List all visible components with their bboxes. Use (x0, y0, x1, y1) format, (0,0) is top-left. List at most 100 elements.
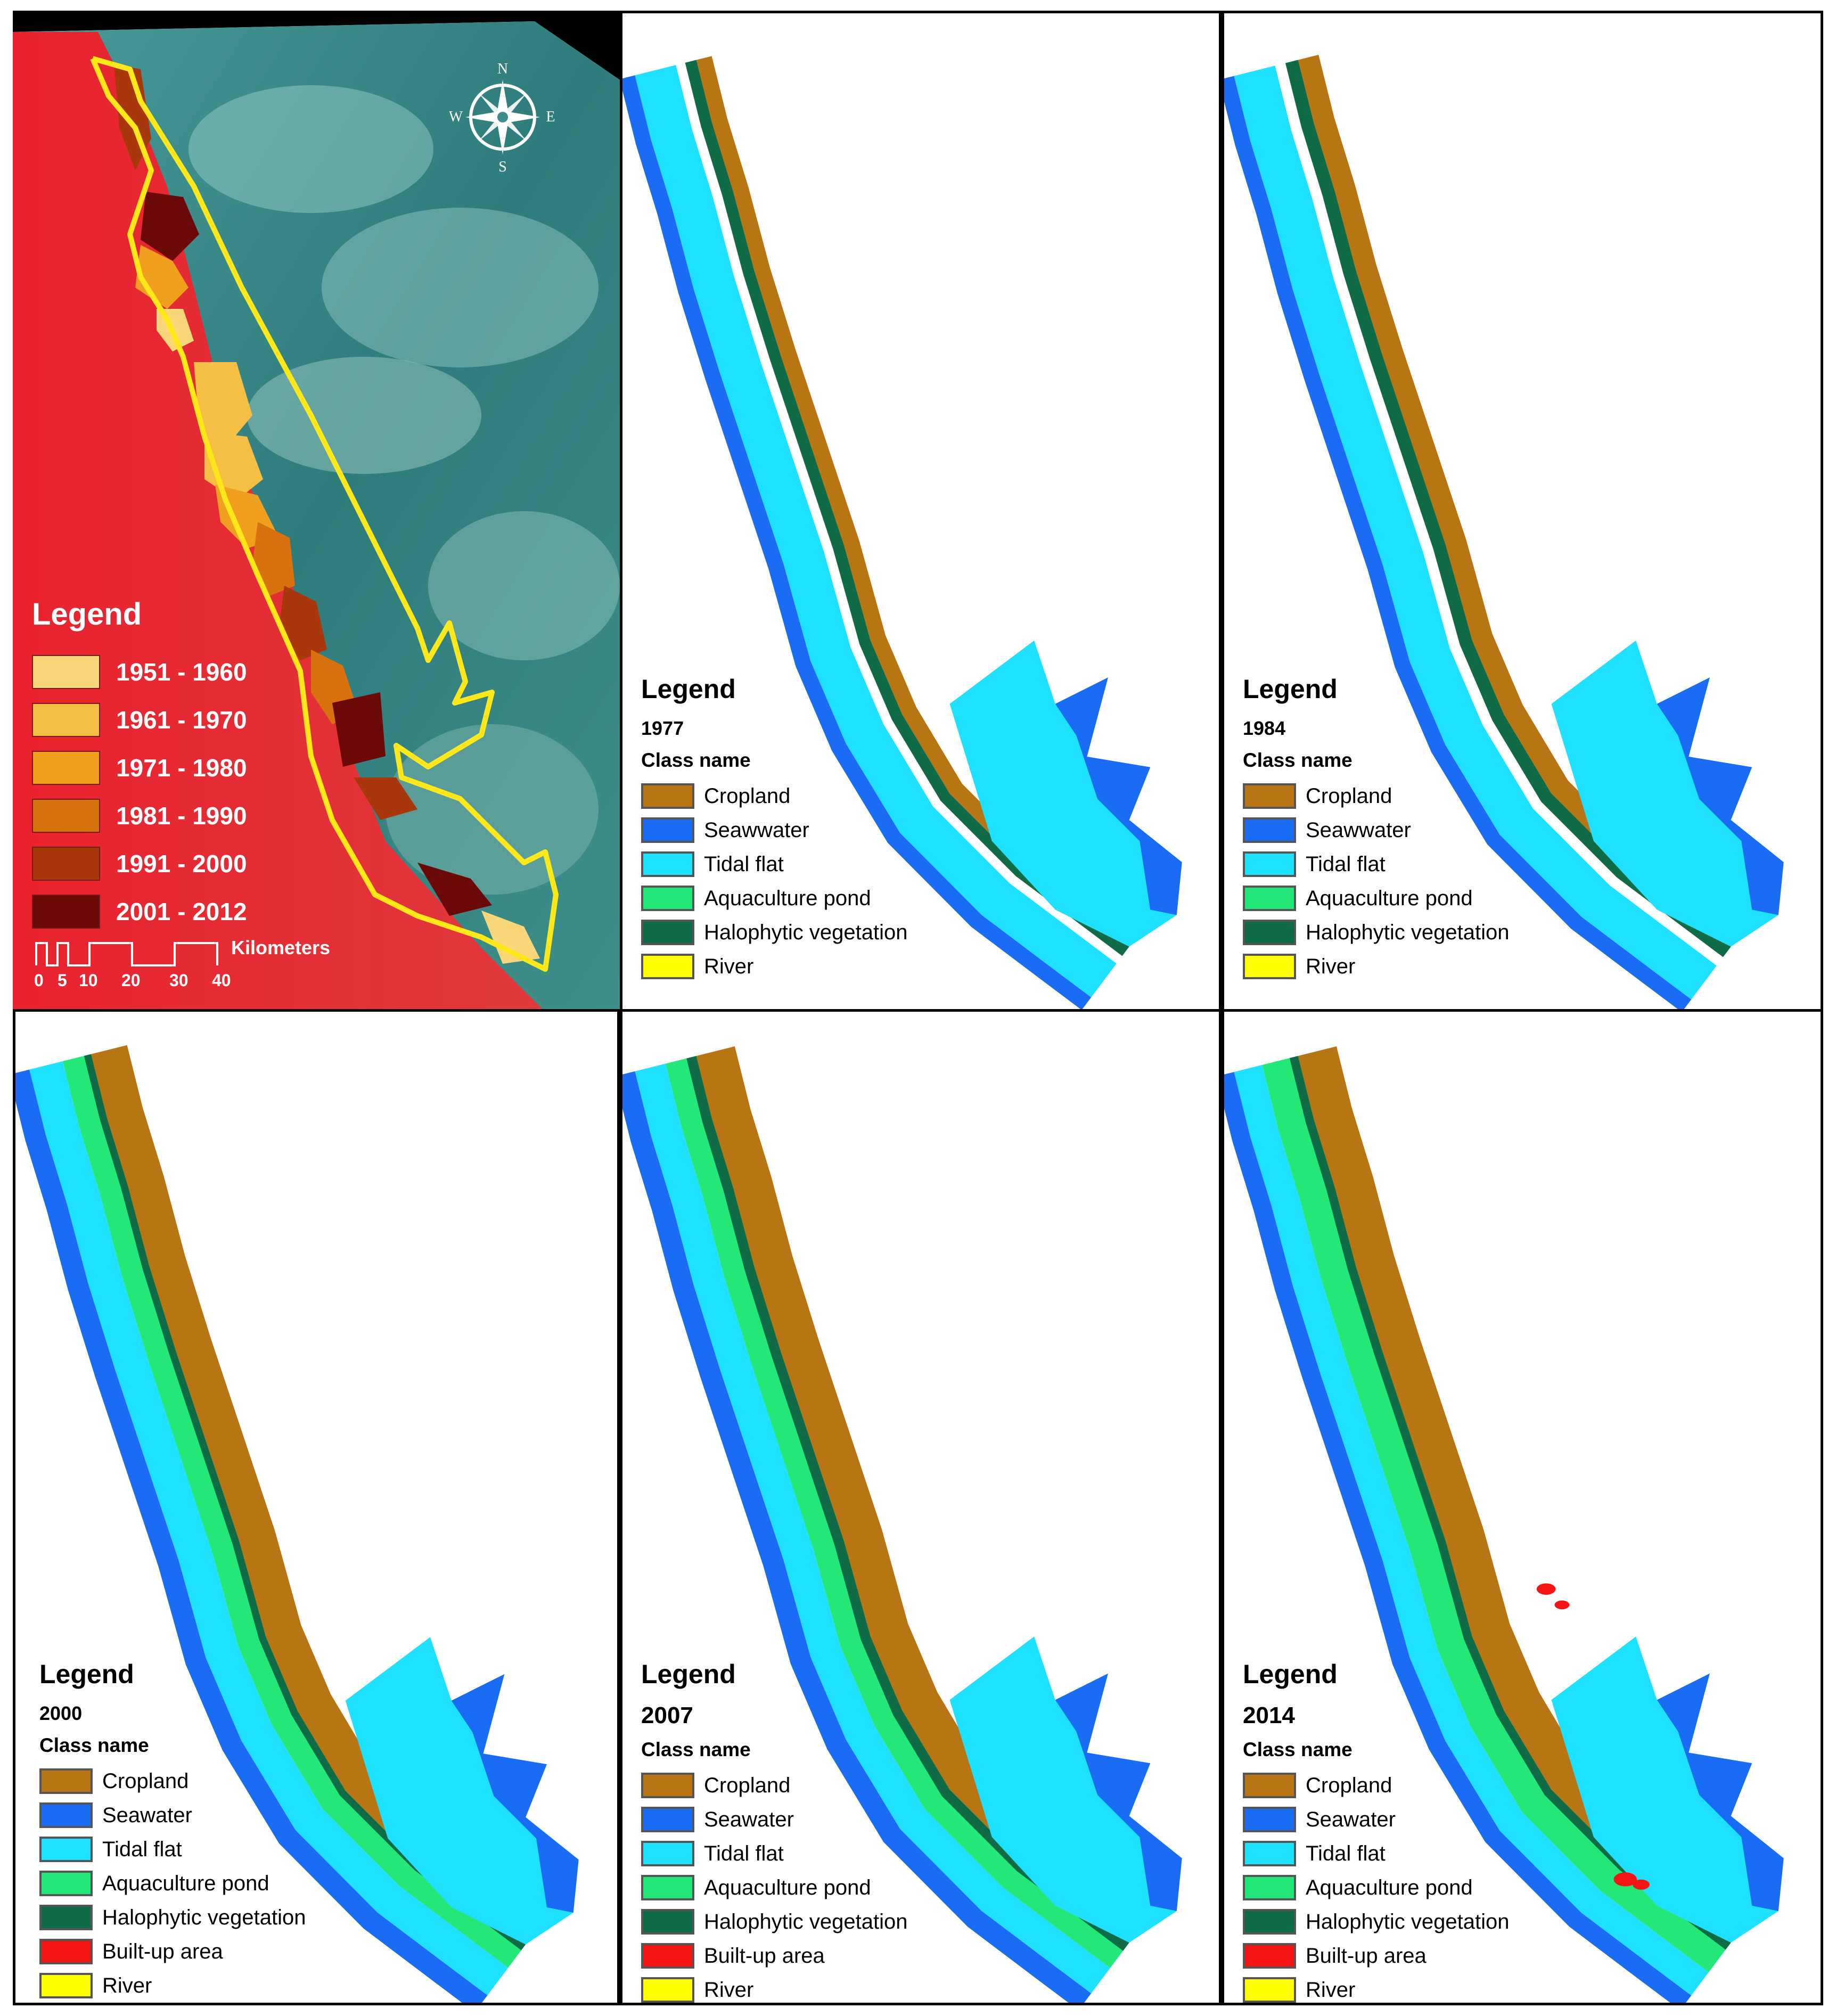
class-legend-row: Tidal flat (641, 847, 907, 881)
legend-title: Legend (39, 1659, 134, 1689)
class-legend-row: Cropland (39, 1764, 306, 1798)
class-name-heading: Class name (641, 749, 751, 771)
land-cover-map (1224, 1046, 1784, 2003)
delta-tidal-flat (949, 640, 1182, 947)
cropland-area (91, 1045, 548, 1945)
scale-tick-label: 5 (58, 971, 67, 990)
scale-bar-graphic (35, 942, 218, 966)
class-swatch (1243, 1773, 1296, 1798)
compass-w-label: W (449, 109, 463, 125)
class-label: Built-up area (102, 1939, 223, 1963)
built-up-patch (1613, 1872, 1637, 1887)
land-cover-map (622, 1046, 1182, 2003)
class-legend-row: Seawater (39, 1798, 306, 1832)
class-swatch (39, 1905, 93, 1930)
class-legend-row: River (641, 949, 907, 984)
class-label: Aquaculture pond (1306, 886, 1473, 910)
legend-title: Legend (641, 1659, 736, 1689)
class-label: Tidal flat (704, 852, 784, 876)
tidal-flat-area (1234, 65, 1717, 999)
class-swatch (641, 1875, 694, 1900)
class-swatch (1243, 954, 1296, 979)
period-swatch (32, 799, 100, 833)
class-label: Halophytic vegetation (1306, 1910, 1510, 1933)
class-label: River (704, 954, 754, 978)
cropland-area (696, 1046, 1153, 1943)
period-swatch (32, 895, 100, 929)
built-up-patch (1554, 1600, 1570, 1610)
class-swatch (39, 1973, 93, 1998)
class-legend-row: Seawwater (641, 813, 907, 847)
period-label: 1971 - 1980 (116, 754, 247, 782)
delta-seawater (1055, 1673, 1182, 1911)
delta-seawater (1055, 677, 1182, 915)
satellite-panel: N S W E Legend 1951 - 1960 1961 - 1970 197… (13, 11, 620, 1012)
class-swatch (1243, 1909, 1296, 1935)
delta-tidal-flat (345, 1637, 579, 1945)
class-label: Built-up area (704, 1944, 825, 1968)
class-name-heading: Class name (1243, 749, 1353, 771)
land-cover-map-panel: Legend 2000 Class name Cropland Seawater Tida… (13, 1009, 620, 2005)
land-cover-map-panel: Legend 2014 Class name Cropland Seawater Tida… (1222, 1009, 1823, 2005)
scale-tick-label: 0 (34, 971, 44, 990)
class-legend-row: Cropland (641, 779, 907, 813)
land-cover-map-panel: Legend 1977 Class name Cropland Seawwater Tid… (620, 11, 1222, 1012)
class-swatch (641, 783, 694, 809)
class-name-heading: Class name (39, 1734, 149, 1756)
land-cover-map-panel: Legend 2007 Class name Cropland Seawater Tida… (620, 1009, 1222, 2005)
period-legend-row: 1981 - 1990 (32, 792, 247, 840)
map-legend: Legend 1977 Class name Cropland Seawwater Tid… (641, 674, 907, 984)
built-up-patch (1536, 1583, 1556, 1595)
class-legend-row: River (39, 1969, 306, 2003)
built-up-patch (1633, 1879, 1650, 1890)
period-legend-row: 1971 - 1980 (32, 744, 247, 792)
compass-s-label: S (498, 159, 507, 175)
class-legend-row: Tidal flat (1243, 847, 1509, 881)
class-legend-row: Aquaculture pond (641, 1871, 907, 1905)
class-label: Halophytic vegetation (1306, 920, 1510, 944)
class-legend-row: Seawater (641, 1802, 907, 1837)
class-swatch (39, 1871, 93, 1896)
legend-title: Legend (32, 597, 142, 632)
class-legend-row: Seawater (1243, 1802, 1509, 1837)
class-swatch (641, 954, 694, 979)
scale-tick-label: 30 (169, 971, 188, 990)
cropland-area (1298, 1046, 1755, 1943)
period-legend-row: 1951 - 1960 (32, 648, 247, 696)
class-swatch (641, 1943, 694, 1969)
legend-title: Legend (641, 674, 736, 704)
legend-title: Legend (1243, 1659, 1338, 1689)
class-label: Tidal flat (102, 1837, 182, 1861)
aquaculture-area (1262, 1056, 1731, 1972)
class-label: Cropland (1306, 1773, 1392, 1797)
class-label: Halophytic vegetation (102, 1905, 306, 1929)
delta-seawater (1657, 677, 1784, 915)
map-year: 2007 (641, 1702, 693, 1728)
period-label: 1991 - 2000 (116, 850, 247, 878)
class-swatch (1243, 851, 1296, 877)
delta-tidal-flat (949, 1636, 1182, 1943)
class-legend-row: Halophytic vegetation (1243, 1905, 1509, 1939)
legend-title: Legend (1243, 674, 1338, 704)
class-swatch (39, 1768, 93, 1794)
compass-n-label: N (497, 61, 508, 77)
class-label: Aquaculture pond (704, 1875, 871, 1899)
class-legend-row: Cropland (1243, 779, 1509, 813)
class-swatch (1243, 886, 1296, 911)
class-legend-row: Halophytic vegetation (641, 1905, 907, 1939)
class-label: Tidal flat (1306, 1841, 1386, 1865)
class-label: Tidal flat (704, 1841, 784, 1865)
class-swatch (1243, 1841, 1296, 1866)
class-name-heading: Class name (641, 1739, 751, 1760)
class-legend-row: Halophytic vegetation (641, 915, 907, 949)
period-swatch (32, 751, 100, 785)
class-label: Cropland (704, 1773, 791, 1797)
class-legend-row: Built-up area (641, 1939, 907, 1973)
class-swatch (641, 1909, 694, 1935)
period-label: 2001 - 2012 (116, 898, 247, 925)
period-label: 1981 - 1990 (116, 802, 247, 830)
class-legend-row: River (641, 1973, 907, 2003)
class-legend-row: Cropland (641, 1768, 907, 1802)
map-year: 2000 (39, 1702, 83, 1724)
class-label: Aquaculture pond (1306, 1875, 1473, 1899)
